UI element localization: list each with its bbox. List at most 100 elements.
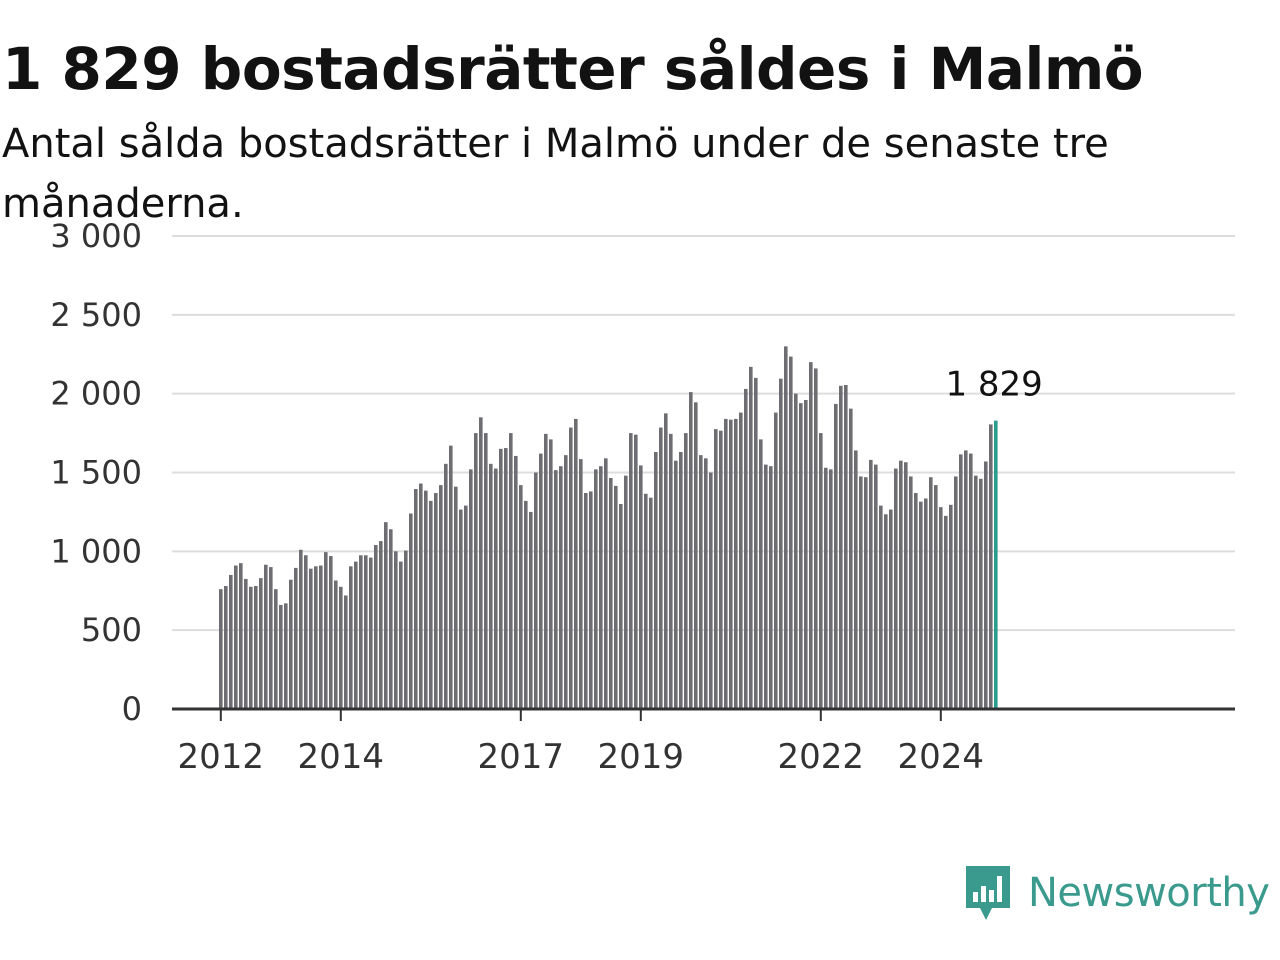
bar bbox=[894, 468, 898, 709]
bar-series bbox=[219, 346, 998, 709]
bar bbox=[639, 465, 643, 709]
bar bbox=[969, 453, 973, 709]
bar bbox=[559, 466, 563, 709]
bar bbox=[289, 579, 293, 709]
bar bbox=[644, 493, 648, 709]
bar bbox=[964, 450, 968, 709]
bar bbox=[344, 595, 348, 709]
bar bbox=[554, 470, 558, 709]
last-value-label: 1 829 bbox=[945, 365, 1042, 405]
bar bbox=[739, 412, 743, 709]
bar bbox=[229, 574, 233, 709]
bar bbox=[319, 565, 323, 709]
bar bbox=[634, 434, 638, 709]
bar bbox=[804, 399, 808, 709]
bar bbox=[429, 500, 433, 709]
bar bbox=[979, 478, 983, 709]
bar bbox=[864, 477, 868, 709]
bar bbox=[489, 463, 493, 709]
bar bbox=[944, 515, 948, 709]
bar bbox=[614, 485, 618, 709]
bar bbox=[734, 418, 738, 709]
bar bbox=[484, 433, 488, 709]
bar bbox=[314, 566, 318, 709]
bar bbox=[254, 586, 258, 709]
x-tick-label: 2017 bbox=[478, 737, 565, 777]
bar bbox=[869, 459, 873, 709]
bar bbox=[664, 413, 668, 709]
bar bbox=[824, 467, 828, 709]
bar bbox=[379, 541, 383, 709]
bar bbox=[529, 511, 533, 709]
bar bbox=[764, 464, 768, 709]
bar bbox=[479, 417, 483, 709]
bar bbox=[339, 586, 343, 709]
bar bbox=[919, 501, 923, 709]
y-axis-ticks: 0 500 1 000 1 500 2 000 2 500 3 000 bbox=[50, 217, 142, 728]
bar bbox=[884, 514, 888, 709]
bar bbox=[699, 455, 703, 709]
bar bbox=[709, 472, 713, 709]
bar bbox=[654, 452, 658, 709]
annotations: 1 829 bbox=[945, 365, 1042, 405]
bar bbox=[914, 492, 918, 709]
x-tick-label: 2022 bbox=[778, 737, 865, 777]
bar bbox=[814, 368, 818, 709]
bar bbox=[934, 485, 938, 709]
bar bbox=[879, 505, 883, 709]
bar bbox=[704, 458, 708, 709]
bar bbox=[649, 497, 653, 709]
bar bbox=[844, 384, 848, 709]
bar bbox=[959, 454, 963, 709]
bar bbox=[829, 469, 833, 709]
bar bbox=[899, 460, 903, 709]
bar bbox=[444, 463, 448, 709]
bar bbox=[279, 604, 283, 709]
bar bbox=[219, 589, 223, 709]
brand-name: Newsworthy bbox=[1028, 870, 1270, 916]
bar bbox=[744, 388, 748, 709]
bar bbox=[569, 427, 573, 709]
bar bbox=[619, 504, 623, 709]
bar bbox=[374, 545, 378, 709]
bar bbox=[274, 589, 278, 709]
bar bbox=[474, 433, 478, 709]
bar bbox=[584, 492, 588, 709]
y-tick-label: 0 bbox=[122, 690, 142, 728]
bar bbox=[724, 418, 728, 709]
bar bbox=[599, 466, 603, 709]
bar bbox=[689, 392, 693, 709]
bar bbox=[929, 477, 933, 709]
bar bbox=[954, 476, 958, 709]
bar bbox=[774, 412, 778, 709]
bar bbox=[264, 564, 268, 709]
bar bbox=[304, 555, 308, 709]
x-tick-label: 2019 bbox=[598, 737, 685, 777]
y-tick-label: 2 500 bbox=[50, 296, 142, 334]
bar bbox=[324, 552, 328, 709]
bar bbox=[439, 485, 443, 709]
bar bbox=[604, 458, 608, 709]
bar bbox=[794, 393, 798, 709]
bar bbox=[574, 418, 578, 709]
bar bbox=[454, 486, 458, 709]
bar bbox=[949, 504, 953, 709]
bar bbox=[414, 489, 418, 709]
bar bbox=[449, 445, 453, 709]
chart-title: 1 829 bostadsrätter såldes i Malmö bbox=[2, 35, 1144, 103]
bar bbox=[984, 461, 988, 709]
bar bbox=[839, 385, 843, 709]
bar bbox=[874, 464, 878, 709]
chart-subtitle: Antal sålda bostadsrätter i Malmö under … bbox=[2, 121, 1109, 227]
bar bbox=[754, 377, 758, 709]
bar bbox=[399, 561, 403, 709]
bar bbox=[544, 433, 548, 709]
bar bbox=[499, 448, 503, 709]
bar bbox=[659, 427, 663, 709]
bar bbox=[514, 455, 518, 709]
bar bbox=[629, 433, 633, 709]
bar bbox=[759, 439, 763, 709]
bar bbox=[719, 430, 723, 709]
bar bbox=[234, 565, 238, 709]
